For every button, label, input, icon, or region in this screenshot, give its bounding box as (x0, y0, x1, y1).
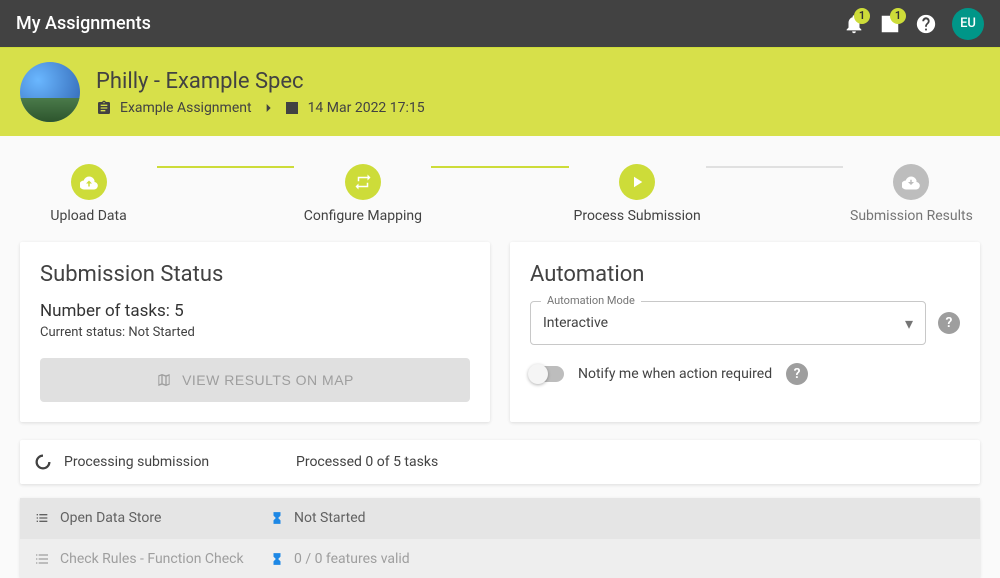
step-label: Submission Results (843, 208, 980, 224)
tasks-count: Number of tasks: 5 (40, 301, 470, 321)
step-upload-data[interactable] (20, 164, 157, 200)
processing-status-row: Processing submission Processed 0 of 5 t… (20, 440, 980, 484)
user-avatar[interactable]: EU (952, 8, 984, 40)
task-row[interactable]: Check Rules - Function Check 0 / 0 featu… (20, 538, 980, 578)
assignment-icon (96, 100, 112, 116)
view-results-button[interactable]: VIEW RESULTS ON MAP (40, 358, 470, 402)
step-label: Upload Data (20, 208, 157, 224)
map-icon (156, 372, 172, 388)
notifications-badge: 1 (854, 8, 870, 24)
step-submission-results[interactable] (843, 164, 980, 200)
step-configure-mapping[interactable] (294, 164, 431, 200)
processing-progress: Processed 0 of 5 tasks (296, 454, 438, 470)
checklist-icon (34, 551, 50, 567)
play-icon (628, 173, 646, 191)
hourglass-icon (270, 552, 284, 566)
task-status: Not Started (294, 510, 966, 526)
assignment-name[interactable]: Example Assignment (120, 100, 252, 116)
cloud-download-icon (902, 173, 920, 191)
notify-help[interactable]: ? (786, 363, 808, 385)
task-name: Check Rules - Function Check (60, 551, 270, 567)
cloud-upload-icon (80, 173, 98, 191)
card-heading: Submission Status (40, 262, 470, 287)
automation-mode-help[interactable]: ? (938, 312, 960, 334)
step-label: Process Submission (569, 208, 706, 224)
select-value: Interactive (543, 315, 608, 331)
processing-icon (34, 453, 52, 471)
select-label: Automation Mode (541, 294, 641, 307)
notify-label: Notify me when action required (578, 366, 772, 382)
timestamp: 14 Mar 2022 17:15 (308, 100, 425, 116)
swap-icon (354, 173, 372, 191)
help-icon (915, 13, 937, 35)
automation-card: Automation Automation Mode Interactive ▾… (510, 242, 980, 422)
notify-toggle[interactable] (530, 366, 564, 382)
processing-label: Processing submission (64, 454, 284, 470)
automation-mode-select[interactable]: Automation Mode Interactive ▾ (530, 301, 926, 345)
breadcrumb: Example Assignment 14 Mar 2022 17:15 (96, 100, 425, 116)
help-button[interactable] (908, 6, 944, 42)
hourglass-icon (270, 511, 284, 525)
task-status: 0 / 0 features valid (294, 551, 966, 567)
chart-icon (284, 100, 300, 116)
chevron-down-icon: ▾ (905, 314, 913, 333)
step-process-submission[interactable] (569, 164, 706, 200)
task-name: Open Data Store (60, 510, 270, 526)
spec-title: Philly - Example Spec (96, 69, 425, 94)
stepper: Upload Data Configure Mapping Process Su… (0, 136, 1000, 242)
card-heading: Automation (530, 262, 960, 287)
topbar: My Assignments 1 1 EU (0, 0, 1000, 48)
spec-thumbnail (20, 62, 80, 122)
view-results-label: VIEW RESULTS ON MAP (182, 372, 354, 388)
stats-button[interactable]: 1 (872, 6, 908, 42)
list-icon (34, 510, 50, 526)
step-label: Configure Mapping (294, 208, 431, 224)
spec-banner: Philly - Example Spec Example Assignment… (0, 48, 1000, 136)
page-title: My Assignments (16, 13, 836, 34)
tasks-table: Open Data Store Not Started Check Rules … (20, 498, 980, 578)
current-status: Current status: Not Started (40, 325, 470, 340)
submission-status-card: Submission Status Number of tasks: 5 Cur… (20, 242, 490, 422)
task-row[interactable]: Open Data Store Not Started (20, 498, 980, 538)
notifications-button[interactable]: 1 (836, 6, 872, 42)
stats-badge: 1 (890, 8, 906, 24)
chevron-right-icon (260, 100, 276, 116)
